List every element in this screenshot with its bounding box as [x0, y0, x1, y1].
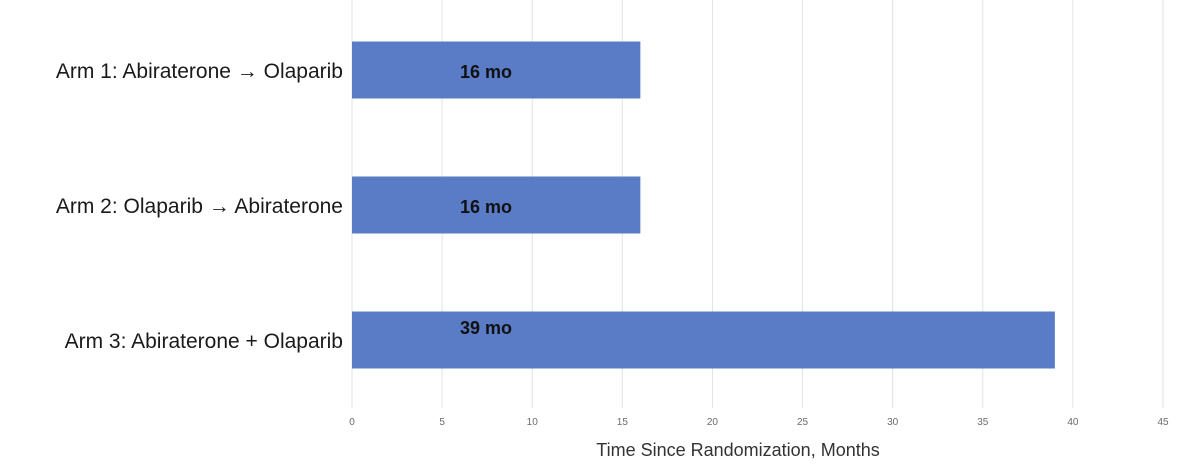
x-tick-label: 15: [617, 417, 629, 428]
x-axis-title: Time Since Randomization, Months: [596, 440, 879, 460]
data-label: 39 mo: [460, 318, 512, 338]
x-tick-label: 10: [527, 417, 539, 428]
x-tick-label: 45: [1157, 417, 1169, 428]
data-labels: 16 mo 16 mo 39 mo: [460, 62, 512, 338]
category-label: Arm 1: Abiraterone → Olaparib: [56, 60, 343, 83]
data-label: 16 mo: [460, 197, 512, 217]
bar: [352, 311, 1055, 369]
category-labels: Arm 1: Abiraterone → Olaparib Arm 2: Olap…: [56, 60, 343, 353]
x-tick-label: 5: [439, 417, 445, 428]
x-tick-label: 35: [977, 417, 989, 428]
x-tick-label: 25: [797, 417, 809, 428]
x-tick-label: 40: [1067, 417, 1079, 428]
bar: [352, 176, 641, 234]
data-label: 16 mo: [460, 62, 512, 82]
category-label: Arm 2: Olaparib → Abiraterone: [56, 195, 343, 218]
bars: [352, 41, 1055, 369]
x-tick-label: 30: [887, 417, 899, 428]
x-tick-label: 0: [349, 417, 355, 428]
x-tick-label: 20: [707, 417, 719, 428]
x-axis-ticks: 0 5 10 15 20 25 30 35 40 45: [349, 417, 1169, 428]
category-label: Arm 3: Abiraterone + Olaparib: [65, 330, 343, 353]
bar: [352, 41, 641, 99]
